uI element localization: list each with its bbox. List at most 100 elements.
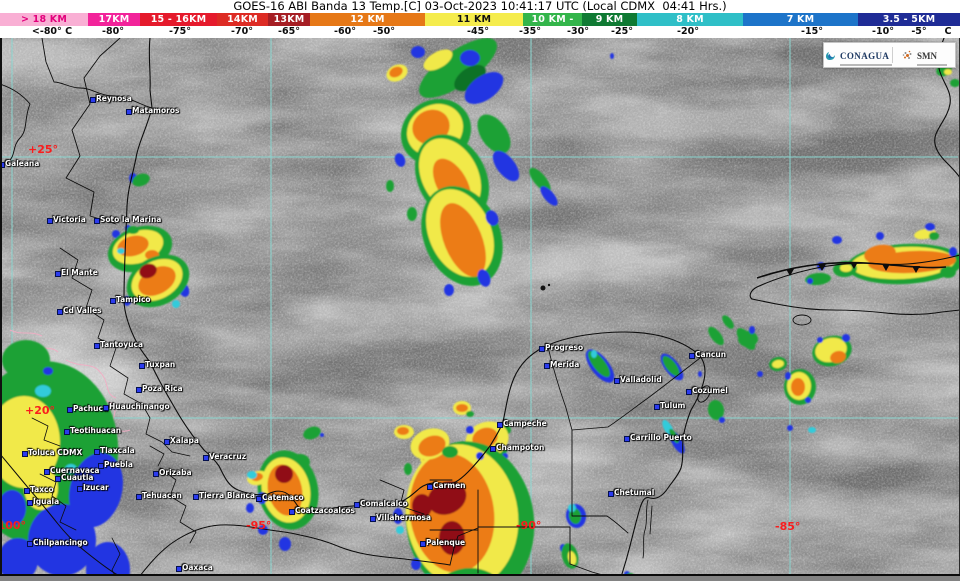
soto-la-marina-cells <box>117 173 150 254</box>
isla-juventud <box>792 314 812 326</box>
city-marker <box>67 407 73 413</box>
city-marker <box>164 439 170 445</box>
city-label: Cd Valles <box>63 306 102 315</box>
temp-tick-label: -20° <box>677 26 699 37</box>
city-label: Tlaxcala <box>100 446 135 455</box>
colorbar-segment: 15 - 16KM <box>140 13 217 26</box>
coordinate-label: -85° <box>775 520 801 533</box>
cold-front-line <box>756 261 947 279</box>
temp-tick-label: -80° <box>102 26 124 37</box>
city-marker <box>94 343 100 349</box>
gulf-coast-mexico <box>123 38 706 574</box>
city-marker <box>539 346 545 352</box>
guatemala-belize-borders <box>449 526 601 574</box>
city-label: Xalapa <box>170 436 199 445</box>
temp-tick-label: -70° <box>231 26 253 37</box>
gulf-top-band <box>411 38 558 206</box>
chiapas-tabasco-borders <box>379 479 479 574</box>
city-marker <box>55 271 61 277</box>
colorbar-segment: 13KM <box>268 13 310 26</box>
city-label: Chetumal <box>614 488 655 497</box>
city-marker <box>289 509 295 515</box>
gulf-islet-small <box>547 283 551 287</box>
temp-tick-label: -45° <box>467 26 489 37</box>
city-marker <box>98 463 104 469</box>
city-marker <box>0 162 5 168</box>
city-label: Campeche <box>503 419 547 428</box>
city-label: Orizaba <box>159 468 192 477</box>
pacific-coast <box>0 453 451 574</box>
city-marker <box>544 363 550 369</box>
city-marker <box>153 471 159 477</box>
city-label: Carrillo Puerto <box>630 433 692 442</box>
coordinate-label: -90° <box>516 519 542 532</box>
page-title: GOES-16 ABI Banda 13 Temp.[C] 03-Oct-202… <box>0 0 960 13</box>
city-marker <box>55 476 61 482</box>
central-state-borders <box>31 417 197 574</box>
city-label: Progreso <box>545 343 584 352</box>
colorbar-segment: 9 KM <box>582 13 637 26</box>
coordinate-label: -95° <box>246 519 272 532</box>
temp-tick-label: C <box>944 26 952 37</box>
temp-tick-label: -5° <box>911 26 927 37</box>
satellite-map: +25° +20° -100° -95° -90° -85° ReynosaMatamor… <box>0 38 960 574</box>
city-label: Tampico <box>116 295 151 304</box>
city-label: Cuernavaca <box>50 466 100 475</box>
city-marker <box>614 378 620 384</box>
colorbar-segment: 12 KM <box>310 13 425 26</box>
florida-coast <box>934 38 960 179</box>
city-label: Veracruz <box>209 452 247 461</box>
city-label: Iguala <box>33 497 60 506</box>
colorbar-segment: 7 KM <box>743 13 858 26</box>
yucatan-streaks <box>585 315 756 454</box>
colorbar-segment: 3.5 - 5KM <box>858 13 960 26</box>
city-marker <box>686 389 692 395</box>
tamaulipas-border <box>65 38 121 225</box>
city-marker <box>94 449 100 455</box>
conagua-wave-icon <box>825 51 835 60</box>
map-overlay-svg <box>0 38 960 574</box>
city-marker <box>370 516 376 522</box>
city-marker <box>490 446 496 452</box>
city-label: Izucar <box>83 483 109 492</box>
map-border-left <box>0 38 2 574</box>
city-marker <box>27 541 33 547</box>
gulf-main-complex <box>386 64 503 296</box>
conagua-subtext-bar <box>840 64 892 67</box>
city-label: Cancun <box>695 350 727 359</box>
city-label: Oaxaca <box>182 563 213 572</box>
city-label: Toluca CDMX <box>28 448 83 457</box>
city-label: Teotihuacan <box>70 426 122 435</box>
city-label: Taxco <box>30 485 54 494</box>
colorbar-segment: 10 KM - <box>523 13 582 26</box>
city-label: Victoria <box>53 215 86 224</box>
city-label: Cuautla <box>61 473 94 482</box>
city-marker <box>27 500 33 506</box>
city-label: Valladolid <box>620 375 662 384</box>
temp-tick-label: -25° <box>611 26 633 37</box>
city-label: Chilpancingo <box>33 538 88 547</box>
cozumel-island <box>697 385 711 403</box>
temp-tick-label: -35° <box>519 26 541 37</box>
city-marker <box>136 387 142 393</box>
city-label: Matamoros <box>132 106 180 115</box>
city-label: Reynosa <box>96 94 132 103</box>
city-label: Tehuacan <box>142 491 182 500</box>
temp-tick-label: -60° <box>334 26 356 37</box>
city-marker <box>689 353 695 359</box>
city-label: Tierra Blanca <box>199 491 256 500</box>
city-marker <box>90 97 96 103</box>
city-marker <box>176 566 182 572</box>
agency-logos: CONAGUA SMN <box>823 42 956 68</box>
city-marker <box>624 436 630 442</box>
tampico-south-cell <box>123 254 190 308</box>
city-label: Palenque <box>426 538 466 547</box>
map-bottom-border <box>0 574 960 581</box>
city-marker <box>497 422 503 428</box>
colorbar-segment: 17KM <box>88 13 140 26</box>
city-label: Merida <box>550 360 580 369</box>
city-label: Cozumel <box>692 386 728 395</box>
yucatan-state-borders <box>547 346 701 431</box>
smn-spiral-icon <box>902 50 912 59</box>
quintana-roo-border <box>571 429 629 534</box>
